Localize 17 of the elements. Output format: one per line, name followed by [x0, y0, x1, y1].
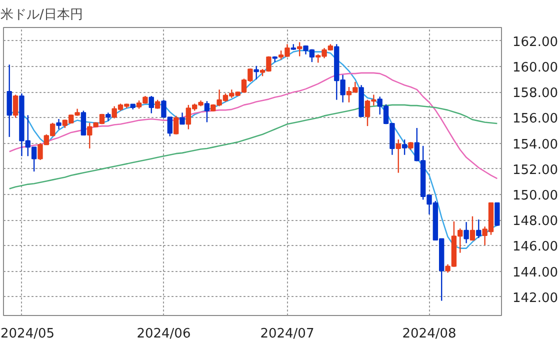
x-tick-label: 2024/05 [0, 326, 55, 342]
chart-title: 米ドル/日本円 [0, 8, 83, 22]
y-tick-label: 144.00 [512, 265, 558, 280]
y-tick-label: 142.00 [512, 290, 558, 306]
y-tick-label: 150.00 [512, 188, 558, 204]
x-tick-label: 2024/08 [402, 326, 456, 342]
x-tick-label: 2024/07 [260, 326, 314, 342]
y-tick-label: 154.00 [512, 137, 558, 152]
y-tick-label: 156.00 [512, 112, 558, 127]
y-tick-label: 162.00 [512, 34, 558, 50]
line-series [8, 72, 498, 180]
y-tick-label: 146.00 [512, 240, 558, 255]
y-tick-label: 152.00 [512, 162, 558, 178]
y-tick-label: 160.00 [512, 60, 558, 76]
y-tick-label: 148.00 [512, 214, 558, 230]
y-tick-label: 158.00 [512, 86, 558, 102]
x-tick-label: 2024/06 [136, 326, 191, 342]
